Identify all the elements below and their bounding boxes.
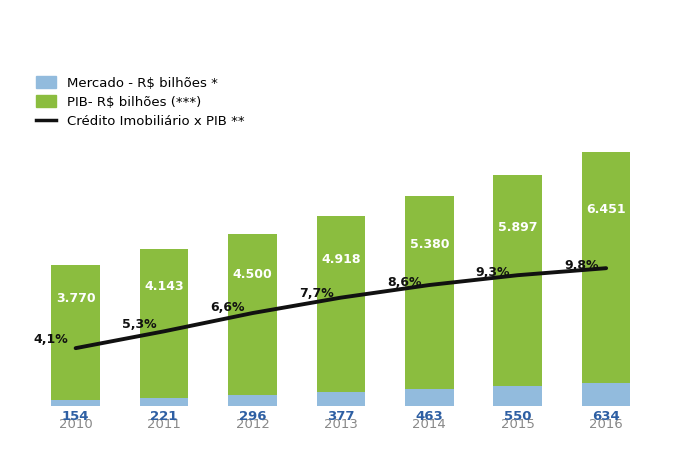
Bar (405, 389, 454, 406)
Text: 5,3%: 5,3% (122, 318, 157, 331)
Text: 2016: 2016 (589, 418, 623, 431)
Bar (582, 383, 630, 406)
Text: 2015: 2015 (501, 418, 535, 431)
Text: 6,6%: 6,6% (211, 301, 245, 314)
Text: 9,3%: 9,3% (476, 266, 510, 279)
Bar (493, 175, 542, 386)
Bar (228, 395, 277, 406)
Text: 4.918: 4.918 (321, 254, 360, 266)
Text: 7,7%: 7,7% (299, 287, 333, 300)
Text: 3.770: 3.770 (56, 292, 95, 305)
Text: 550: 550 (504, 410, 531, 423)
Text: 9,8%: 9,8% (564, 259, 599, 272)
Text: 221: 221 (151, 410, 178, 423)
Bar (317, 216, 365, 392)
Text: 4,1%: 4,1% (34, 333, 68, 346)
Bar (582, 152, 630, 383)
Bar (317, 392, 365, 406)
Bar (140, 398, 188, 406)
Text: 5.897: 5.897 (498, 221, 537, 234)
Text: 2010: 2010 (59, 418, 92, 431)
Text: 8,6%: 8,6% (387, 276, 422, 289)
Text: 4.143: 4.143 (144, 280, 184, 293)
Text: 6.451: 6.451 (587, 203, 626, 216)
Text: 2011: 2011 (147, 418, 181, 431)
Bar (405, 196, 454, 389)
Text: 5.380: 5.380 (410, 238, 449, 251)
Text: 634: 634 (592, 410, 620, 423)
Legend: Mercado - R$ bilhões *, PIB- R$ bilhões (***), Crédito Imobiliário x PIB **: Mercado - R$ bilhões *, PIB- R$ bilhões … (34, 73, 247, 131)
Bar (493, 386, 542, 406)
Bar (51, 400, 100, 406)
Text: 2013: 2013 (324, 418, 358, 431)
Text: 4.500: 4.500 (233, 267, 272, 281)
Text: 2014: 2014 (412, 418, 446, 431)
Bar (228, 234, 277, 395)
Text: 377: 377 (327, 410, 354, 423)
Text: 2012: 2012 (236, 418, 269, 431)
Text: 154: 154 (62, 410, 89, 423)
Bar (51, 265, 100, 400)
Text: 296: 296 (239, 410, 266, 423)
Text: 463: 463 (415, 410, 443, 423)
Bar (140, 249, 188, 398)
